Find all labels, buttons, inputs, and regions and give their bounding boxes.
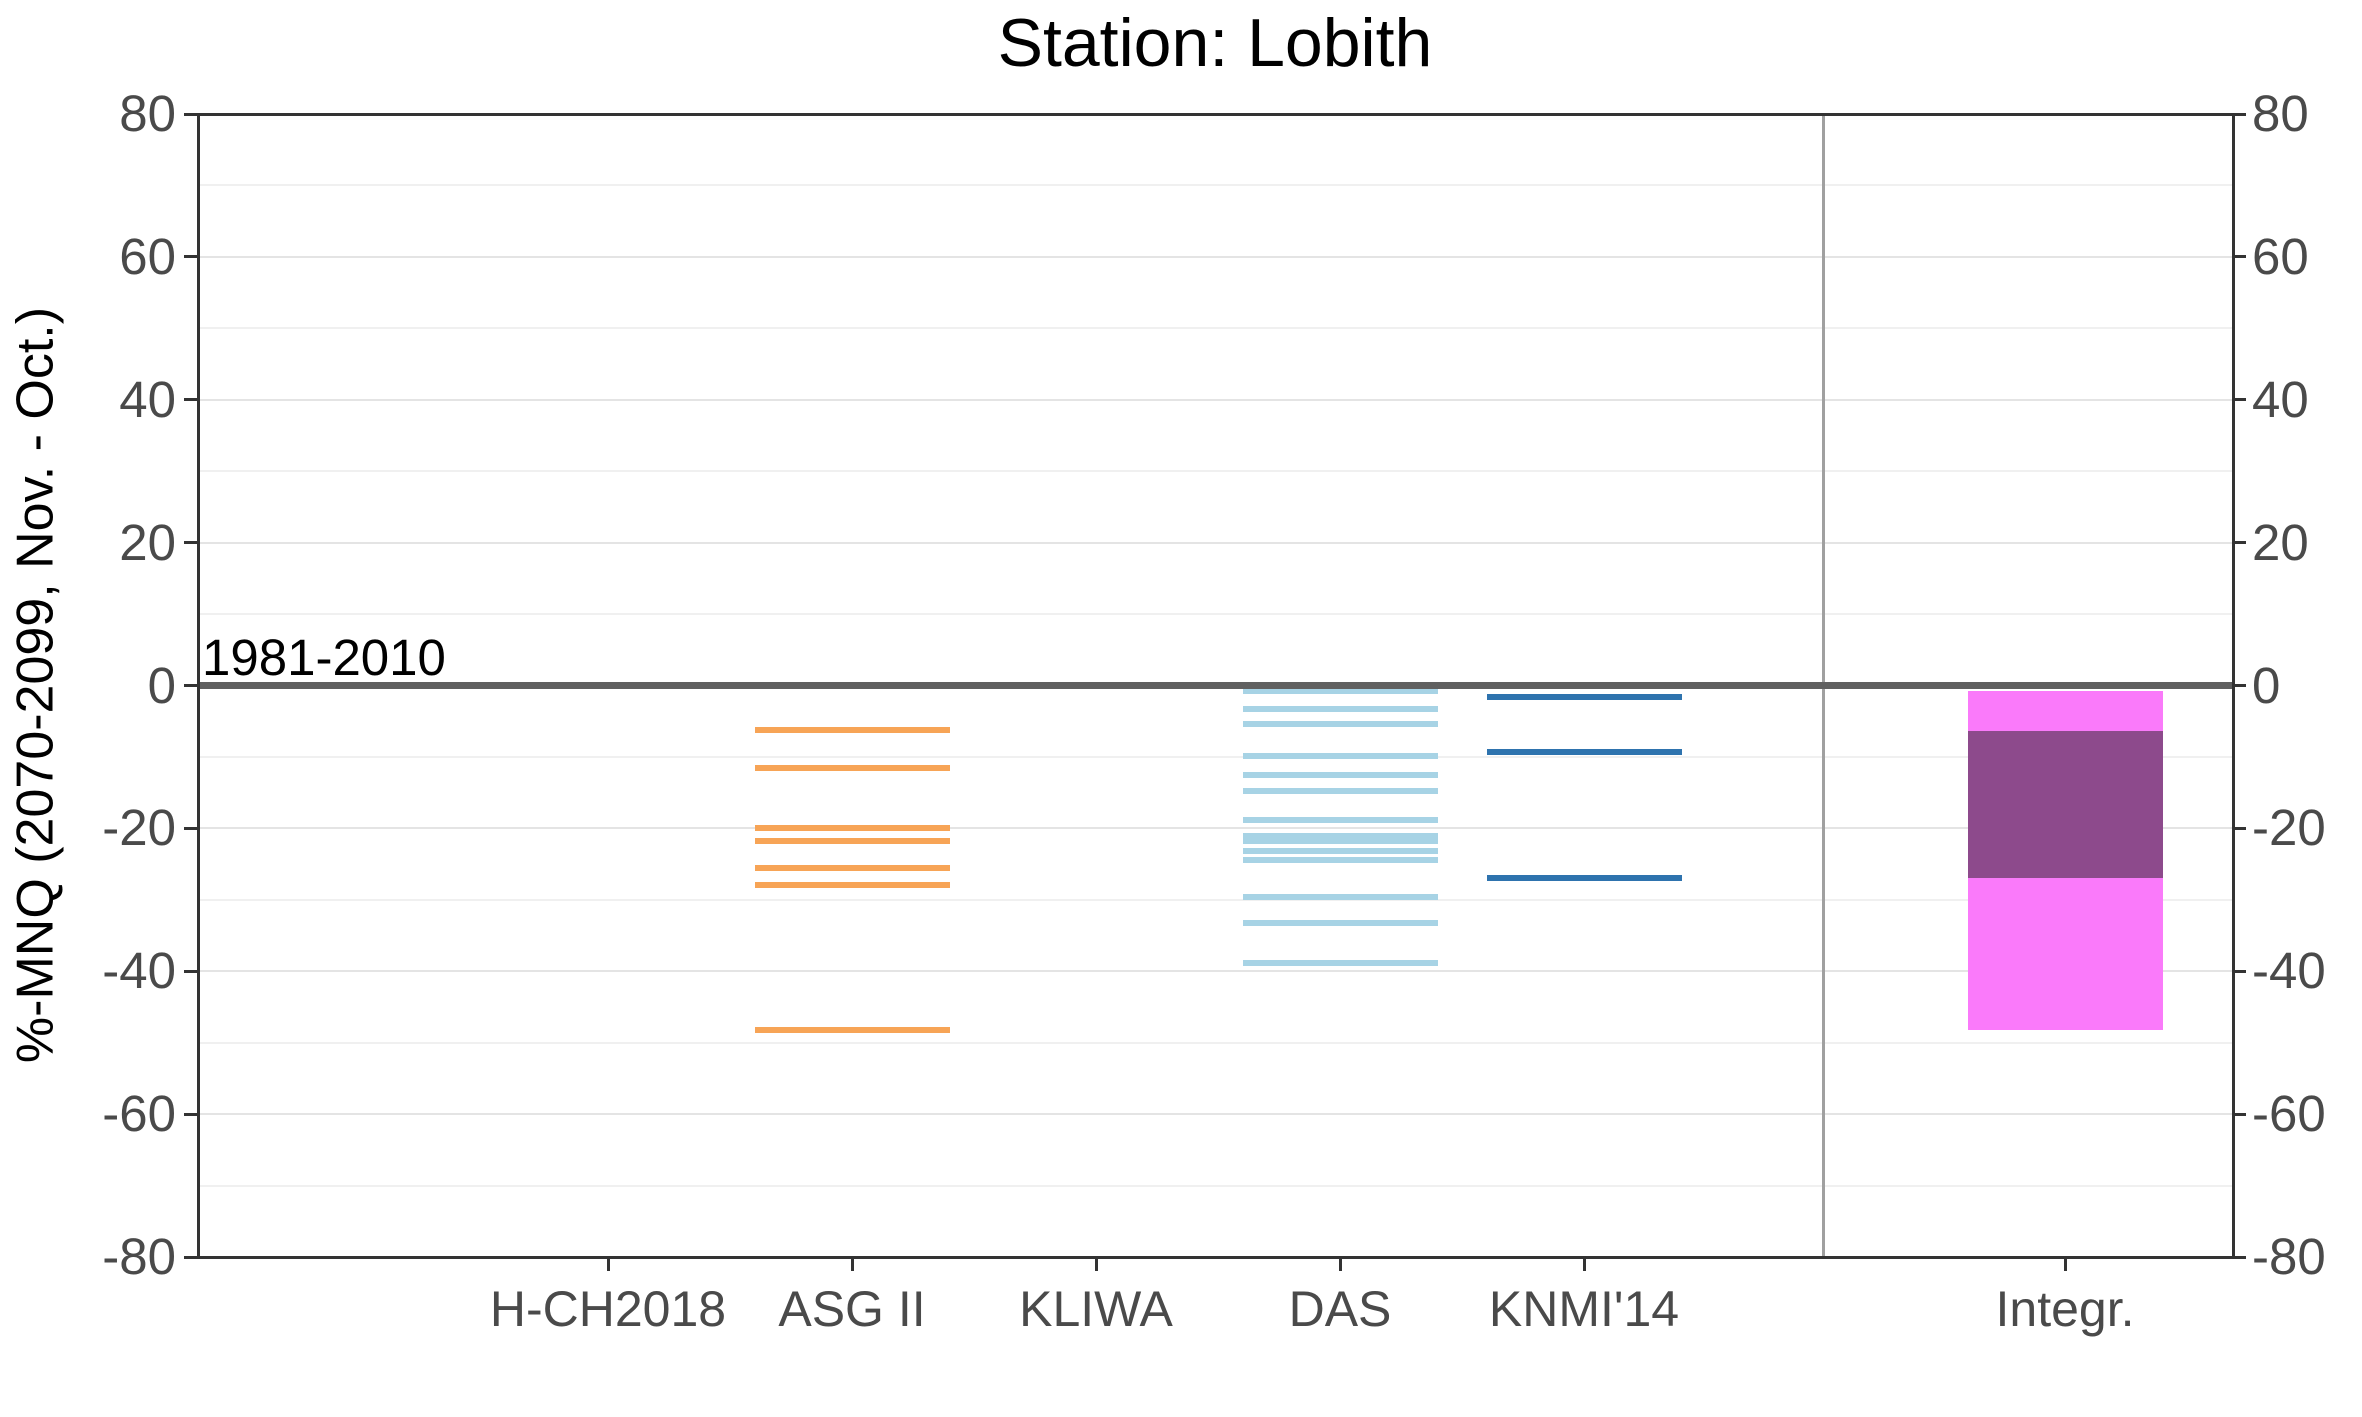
grid-line-minor <box>198 899 2232 901</box>
y-tick-label-left: 80 <box>119 85 176 142</box>
y-tick-label-right: 20 <box>2252 513 2309 571</box>
x-tick-mark <box>1338 1257 1342 1271</box>
data-dash-das <box>1242 753 1438 760</box>
y-tick-mark-right <box>2232 684 2246 687</box>
reference-period-label: 1981-2010 <box>202 628 446 686</box>
data-dash-das <box>1242 721 1438 728</box>
data-dash-asg-ii <box>754 1026 950 1033</box>
x-tick-label-integr: Integr. <box>1995 1281 2135 1337</box>
grid-line-minor <box>198 613 2232 615</box>
data-dash-asg-ii <box>754 864 950 871</box>
x-tick-mark <box>1582 1257 1586 1271</box>
chart-title: Station: Lobith <box>997 5 1433 81</box>
data-dash-das <box>1242 687 1438 694</box>
x-tick-mark <box>850 1257 854 1271</box>
x-tick-mark <box>1094 1257 1098 1271</box>
grid-line-major <box>198 827 2232 829</box>
x-tick-mark <box>606 1257 610 1271</box>
y-tick-mark-left <box>184 541 198 545</box>
y-tick-label-left: -80 <box>102 1228 176 1285</box>
x-tick-label-das: DAS <box>1288 1281 1392 1337</box>
grid-line-major <box>198 256 2232 258</box>
y-tick-mark-right <box>2232 541 2246 545</box>
y-tick-label-right: 60 <box>2252 227 2309 285</box>
data-dash-das <box>1242 771 1438 778</box>
y-tick-mark-right <box>2232 255 2246 259</box>
y-tick-label-left: 60 <box>119 227 176 285</box>
y-tick-mark-right <box>2232 398 2246 402</box>
grid-line-minor <box>198 470 2232 472</box>
y-tick-label-left: -40 <box>102 942 176 1000</box>
y-tick-label-right: -20 <box>2252 799 2326 857</box>
y-tick-mark-left <box>184 684 198 687</box>
y-tick-mark-right <box>2232 112 2246 116</box>
y-tick-label-right: -60 <box>2252 1085 2326 1143</box>
y-tick-mark-right <box>2232 1112 2246 1116</box>
y-tick-mark-left <box>184 1255 198 1259</box>
y-tick-mark-right <box>2232 826 2246 830</box>
integrated-bar-inner <box>1967 730 2163 878</box>
data-dash-das <box>1242 787 1438 794</box>
data-dash-knmi-14 <box>1486 874 1682 881</box>
data-dash-asg-ii <box>754 726 950 733</box>
grid-line-minor <box>198 1042 2232 1044</box>
x-tick-label-h-ch2018: H-CH2018 <box>489 1281 727 1337</box>
y-tick-label-left: 40 <box>119 370 176 428</box>
x-tick-label-kliwa: KLIWA <box>1019 1281 1173 1337</box>
y-tick-label-left: 20 <box>119 513 176 571</box>
y-tick-label-right: 0 <box>2252 656 2281 714</box>
x-tick-mark <box>2063 1257 2067 1271</box>
data-dash-das <box>1242 856 1438 863</box>
y-tick-mark-right <box>2232 1255 2246 1259</box>
y-tick-label-right: 40 <box>2252 370 2309 428</box>
data-dash-das <box>1242 920 1438 927</box>
y-tick-mark-left <box>184 1112 198 1116</box>
data-dash-asg-ii <box>754 824 950 831</box>
x-tick-label-knmi-14: KNMI'14 <box>1488 1281 1680 1337</box>
data-dash-asg-ii <box>754 765 950 772</box>
data-dash-das <box>1242 706 1438 713</box>
data-dash-das <box>1242 833 1438 840</box>
y-tick-label-right: -80 <box>2252 1228 2326 1285</box>
grid-line-minor <box>198 327 2232 329</box>
grid-line-major <box>198 1113 2232 1115</box>
grid-line-minor <box>198 184 2232 186</box>
y-tick-label-right: -40 <box>2252 942 2326 1000</box>
y-tick-mark-left <box>184 398 198 402</box>
y-tick-label-right: 80 <box>2252 85 2309 142</box>
y-tick-mark-left <box>184 969 198 973</box>
y-tick-label-left: 0 <box>147 656 176 714</box>
grid-line-major <box>198 970 2232 972</box>
data-dash-das <box>1242 848 1438 855</box>
y-tick-mark-left <box>184 255 198 259</box>
x-tick-label-asg-ii: ASG II <box>778 1281 926 1337</box>
data-dash-knmi-14 <box>1486 693 1682 700</box>
grid-line-minor <box>198 1185 2232 1187</box>
grid-line-major <box>198 542 2232 544</box>
data-dash-asg-ii <box>754 881 950 888</box>
y-tick-mark-right <box>2232 969 2246 973</box>
grid-line-minor <box>198 756 2232 758</box>
y-tick-mark-left <box>184 112 198 116</box>
y-tick-label-left: -60 <box>102 1085 176 1143</box>
y-tick-mark-left <box>184 826 198 830</box>
data-dash-knmi-14 <box>1486 748 1682 755</box>
data-dash-das <box>1242 893 1438 900</box>
data-dash-das <box>1242 816 1438 823</box>
data-dash-asg-ii <box>754 837 950 844</box>
y-tick-label-left: -20 <box>102 799 176 857</box>
zero-reference-line <box>198 682 2232 689</box>
data-dash-das <box>1242 960 1438 967</box>
grid-line-major <box>198 399 2232 401</box>
data-dash-das <box>1242 838 1438 845</box>
